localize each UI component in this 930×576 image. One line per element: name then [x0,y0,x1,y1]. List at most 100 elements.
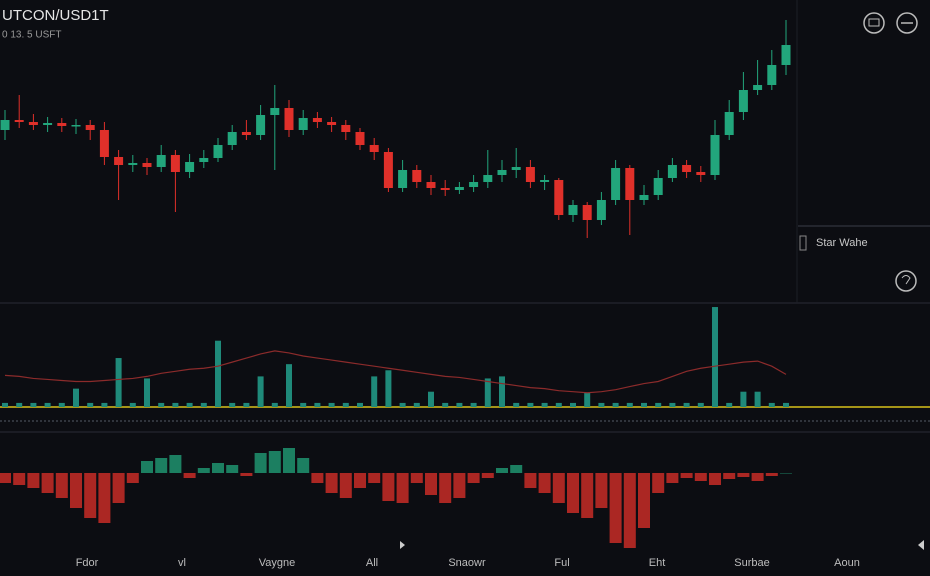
volume-bar [541,402,548,407]
histogram-bar [538,473,551,493]
volume-bar [44,402,51,407]
histogram-bar [13,473,26,485]
candle-body [383,152,393,188]
scroll-arrow[interactable] [400,541,405,549]
volume-bar [129,402,136,407]
candle-body [28,122,38,125]
volume-bar [314,402,321,407]
volume-bar [513,402,520,407]
histogram-bar [439,473,452,503]
volume-bar [740,391,747,407]
legend-label: Star Wahe [816,237,868,249]
histogram-bar [311,473,324,483]
candle-body [767,65,777,85]
histogram-bar [254,453,267,473]
volume-bar [456,402,463,407]
volume-bar [328,402,335,407]
histogram-bar [84,473,97,518]
x-axis-label: Eht [649,557,666,569]
candle-body [71,125,81,127]
minimize-button[interactable] [896,12,918,34]
volume-bar [73,388,79,407]
volume-ma-line [4,350,787,394]
candle-body [227,132,237,145]
volume-bar [570,402,576,407]
histogram-bar [396,473,409,503]
volume-bar [598,402,605,407]
candle-body [639,195,649,200]
histogram-bar [425,473,437,495]
histogram-bar [453,473,466,498]
volume-bar [626,402,633,407]
x-axis-label: Snaowr [448,557,486,569]
histogram-bar [496,468,508,473]
candle-body [57,123,67,126]
candle-body [241,132,251,135]
x-axis-label: Vaygne [259,557,296,569]
candle-body [653,178,663,195]
candle-body [398,170,408,188]
histogram-bar [737,473,750,477]
volume-bar [669,402,676,407]
histogram-bar [183,473,196,478]
histogram-bar [694,473,707,481]
histogram-bar [765,473,778,476]
histogram-bar [55,473,68,498]
candle-body [199,158,209,162]
volume-bar [200,402,207,407]
candle-body [85,125,95,130]
volume-bar [783,402,789,407]
volume-bar [484,378,491,407]
candle-body [540,180,550,182]
volume-bar [357,402,363,407]
chart-title: UTCON/USD1T [2,7,109,24]
volume-bar [399,402,406,407]
candle-body [312,118,322,122]
candle-body [596,200,606,220]
histogram-bar [339,473,352,498]
x-axis-label: vl [178,557,186,569]
candle-body [696,172,706,175]
histogram-bar [623,473,636,548]
candle-body [469,182,479,187]
scroll-arrow[interactable] [918,540,924,550]
candle-body [355,132,365,145]
candle-body [483,175,493,182]
histogram-bar [354,473,366,488]
volume-bar [58,402,65,407]
settings-button[interactable] [863,12,885,34]
candle-body [156,155,166,167]
histogram-bar [240,473,253,476]
volume-bar [754,391,761,407]
x-axis-label: Fdor [76,557,99,569]
candle-body [43,123,53,125]
candle-body [611,168,621,200]
volume-bar [697,402,704,407]
volume-bar [612,402,619,407]
candle-body [270,108,280,115]
volume-bar [442,402,449,407]
chart-subtitle: 0 13. 5 USFT [2,30,61,41]
volume-bar [413,402,420,407]
histogram-bar [467,473,480,483]
candle-body [582,205,592,220]
candle-body [511,167,521,170]
volume-bar [768,402,775,407]
histogram-bar [325,473,338,493]
volume-bar [371,376,378,407]
candle-body [114,157,124,165]
histogram-bar [751,473,764,481]
volume-bar [115,358,122,407]
volume-bar [215,340,221,407]
volume-bar [30,402,37,407]
volume-bar [655,402,662,407]
volume-bar [527,402,534,407]
candle-body [412,170,422,182]
candle-body [724,112,734,135]
histogram-bar [709,473,721,485]
candle-body [554,180,564,215]
help-button[interactable] [895,270,917,292]
volume-bar [16,402,23,407]
histogram-bar [283,448,295,473]
